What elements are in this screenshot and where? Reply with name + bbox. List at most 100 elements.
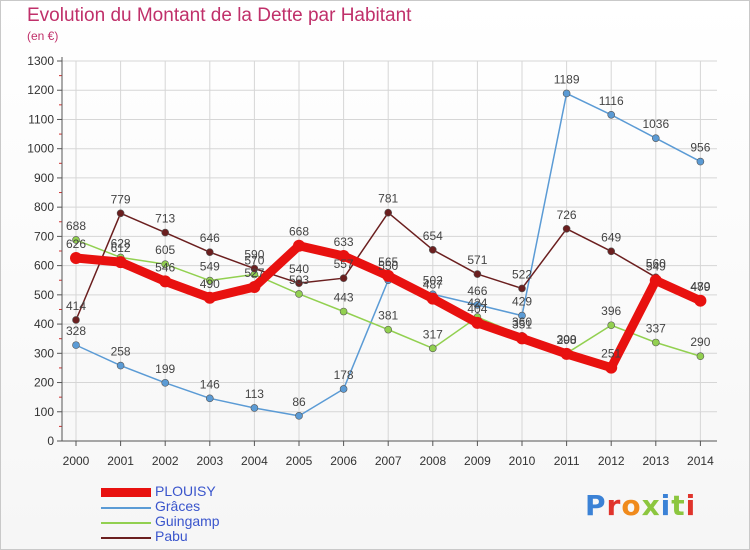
- data-point-grces: [206, 394, 214, 403]
- logo-letter: P: [585, 489, 607, 522]
- data-point-pabu: [384, 208, 393, 217]
- data-point-grces: [116, 361, 125, 370]
- data-label-plouisy: 480: [690, 280, 710, 294]
- data-label-plouisy: 404: [467, 302, 487, 316]
- data-label-grces: 199: [155, 362, 175, 376]
- data-point-grces: [518, 311, 526, 320]
- legend: PLOUISY Grâces Guingamp Pabu: [101, 483, 301, 545]
- logo-letter: x: [641, 489, 661, 522]
- data-point-plouisy: [560, 347, 573, 360]
- x-tick-label: 2001: [107, 454, 134, 468]
- data-point-pabu: [116, 209, 125, 218]
- data-point-grces: [161, 379, 169, 387]
- legend-swatch-guingamp: [101, 521, 151, 524]
- data-point-plouisy: [605, 361, 618, 374]
- data-label-plouisy: 251: [601, 347, 621, 361]
- data-label-pabu: 649: [601, 230, 621, 244]
- logo-letter: o: [621, 489, 642, 522]
- data-point-guingamp: [295, 290, 303, 298]
- data-label-pabu: 557: [334, 257, 354, 271]
- data-point-guingamp: [384, 325, 393, 334]
- data-label-pabu: 522: [512, 267, 532, 281]
- data-label-grces: 1189: [554, 72, 580, 86]
- data-point-grces: [696, 157, 705, 166]
- data-point-guingamp: [72, 236, 80, 244]
- x-tick-label: 2010: [509, 454, 536, 468]
- data-labels: 626 612 546 490 527 668 633 565 487 404 351 298 251 5…: [66, 72, 711, 408]
- data-point-pabu: [206, 248, 214, 256]
- logo-letter: i: [660, 489, 672, 522]
- data-label-plouisy: 668: [289, 225, 309, 239]
- y-tick-label: 400: [34, 317, 54, 331]
- data-label-guingamp: 628: [111, 236, 131, 250]
- y-tick-label: 0: [47, 434, 54, 448]
- data-label-pabu: 726: [557, 208, 577, 222]
- data-label-guingamp: 337: [646, 321, 666, 335]
- x-tick-label: 2003: [196, 454, 223, 468]
- data-label-pabu: 560: [646, 256, 666, 270]
- x-tick-label: 2014: [687, 454, 714, 468]
- data-label-plouisy: 351: [512, 317, 532, 331]
- y-tick-label: 500: [34, 288, 54, 302]
- legend-item-pabu: Pabu: [101, 528, 301, 545]
- legend-label-pabu: Pabu: [155, 528, 188, 544]
- x-tick-label: 2002: [152, 454, 179, 468]
- data-label-grces: 466: [467, 284, 487, 298]
- x-tick-label: 2000: [63, 454, 90, 468]
- data-label-guingamp: 290: [690, 335, 710, 349]
- data-point-pabu: [607, 247, 616, 256]
- data-label-grces: 86: [292, 395, 306, 409]
- data-label-pabu: 779: [111, 192, 131, 206]
- y-tick-label: 1100: [28, 112, 54, 126]
- data-point-pabu: [161, 228, 169, 237]
- data-point-plouisy: [471, 316, 484, 329]
- data-label-pabu: 654: [423, 229, 443, 243]
- legend-item-plouisy: PLOUISY: [101, 483, 301, 500]
- data-point-pabu: [295, 279, 303, 287]
- axes: 0 100 200 300 400 500 600 700 800 900 1000 1100 1200…: [27, 54, 717, 468]
- data-label-plouisy: 546: [155, 260, 175, 274]
- proxiti-logo: Proxiti: [585, 489, 696, 522]
- data-point-grces: [72, 341, 80, 349]
- data-point-grces: [562, 89, 571, 98]
- data-label-guingamp: 300: [557, 332, 577, 346]
- data-point-pabu: [428, 246, 437, 254]
- legend-label-plouisy: PLOUISY: [155, 483, 216, 499]
- data-point-guingamp: [607, 321, 616, 330]
- data-label-guingamp: 549: [200, 260, 220, 274]
- data-point-pabu: [250, 264, 259, 273]
- data-point-plouisy: [248, 280, 261, 293]
- data-label-pabu: 590: [244, 248, 264, 262]
- data-point-guingamp: [651, 338, 660, 347]
- data-point-plouisy: [203, 291, 216, 304]
- legend-label-grces: Grâces: [155, 498, 201, 514]
- y-tick-label: 600: [34, 259, 54, 273]
- data-label-grces: 146: [200, 377, 220, 391]
- legend-item-guingamp: Guingamp: [101, 513, 301, 530]
- data-point-guingamp: [161, 260, 169, 268]
- data-point-plouisy: [293, 239, 305, 252]
- y-tick-label: 100: [34, 405, 54, 419]
- series-lines: [70, 89, 707, 420]
- data-point-pabu: [72, 316, 80, 324]
- data-label-plouisy: 527: [244, 266, 264, 280]
- data-point-plouisy: [382, 269, 395, 282]
- x-tick-label: 2012: [598, 454, 625, 468]
- data-label-grces: 429: [512, 295, 532, 309]
- data-label-grces: 113: [245, 387, 264, 401]
- data-label-plouisy: 626: [66, 237, 86, 251]
- data-label-grces: 1116: [599, 94, 624, 108]
- data-point-grces: [651, 134, 660, 142]
- y-tick-label: 1000: [27, 142, 54, 156]
- chart-title: Evolution du Montant de la Dette par Hab…: [27, 5, 412, 26]
- data-label-grces: 258: [111, 345, 131, 359]
- y-tick-label: 700: [34, 229, 54, 243]
- legend-swatch-pabu: [101, 536, 151, 539]
- data-point-plouisy: [516, 332, 528, 345]
- data-label-guingamp: 317: [423, 327, 443, 341]
- data-label-plouisy: 633: [334, 235, 354, 249]
- data-point-plouisy: [337, 249, 350, 262]
- data-point-guingamp: [696, 352, 705, 361]
- x-tick-label: 2013: [642, 454, 669, 468]
